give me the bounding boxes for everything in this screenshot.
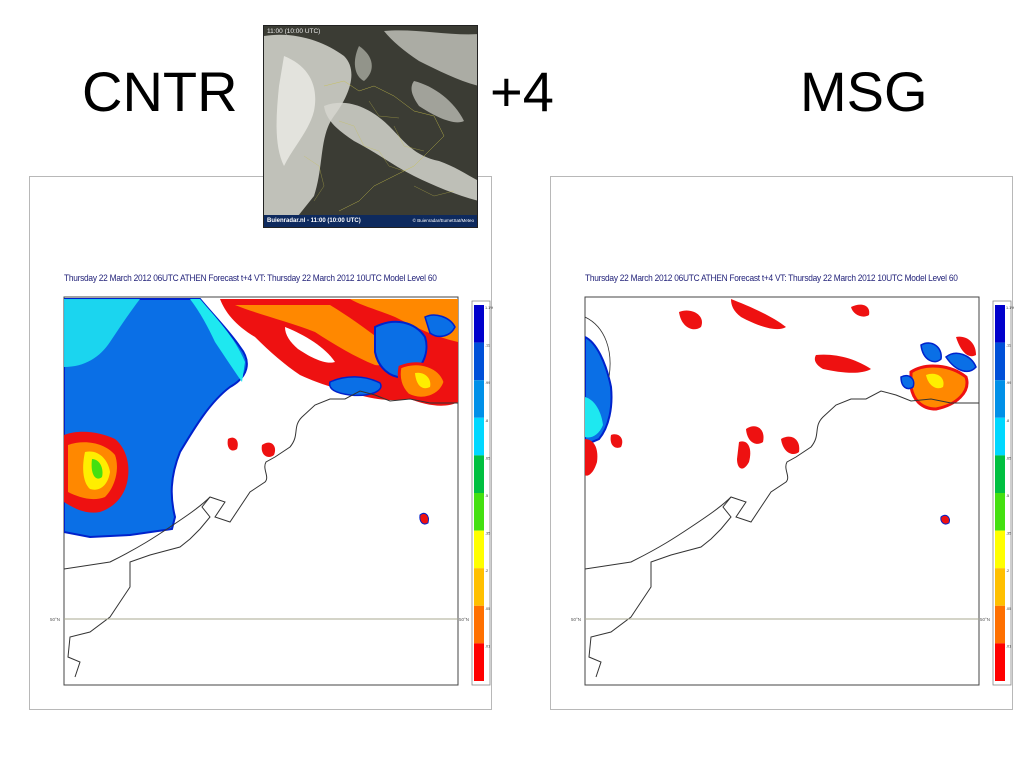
cloud-fraction-patch: [956, 336, 976, 357]
cloud-fraction-patch: [926, 373, 944, 389]
satellite-cloud-image: [264, 26, 477, 227]
colorbar: 1.1% .11 .99 .8 .65 .5 .35 .2 .05 .01: [992, 300, 1014, 686]
cloud-fraction-patch: [91, 459, 103, 479]
cloud-fraction-band: [64, 299, 140, 367]
coastline: [64, 390, 458, 570]
colorbar-segment: [474, 643, 484, 681]
colorbar: 1.1% .11 .99 .8 .65 .5 .35 .2 .05 .01: [471, 300, 493, 686]
cloud-cover-area: [920, 342, 942, 363]
lat-label-left: 50°N: [50, 617, 60, 622]
cloud-fraction-band: [190, 299, 245, 382]
colorbar-label: .11: [1006, 344, 1011, 348]
cntr-forecast-map: 50°N 50°N 1.1% .11 .99 .8 .65 .5 .35 .2 .05 .01: [50, 296, 493, 686]
satellite-timestamp: 11:00 (10:00 UTC): [267, 28, 321, 35]
title-cntr: CNTR: [82, 60, 238, 123]
cloud-fraction-patch: [940, 514, 950, 525]
colorbar-segment: [995, 530, 1005, 569]
cloud-cover-area: [900, 375, 915, 390]
colorbar-label: .05: [1006, 607, 1011, 611]
colorbar-label: .2: [1006, 569, 1009, 573]
colorbar-label: .35: [485, 532, 490, 536]
colorbar-label: .5: [485, 494, 488, 498]
map-frame: [584, 296, 980, 686]
colorbar-segment: [995, 455, 1005, 493]
cloud-fraction-patch: [235, 305, 395, 366]
colorbar-segment: [474, 568, 484, 606]
cntr-forecast-panel: Thursday 22 March 2012 06UTC ATHEN Forec…: [29, 176, 493, 710]
msg-analysis-panel: Thursday 22 March 2012 06UTC ATHEN Forec…: [550, 176, 1014, 710]
colorbar-label: .01: [1006, 644, 1011, 648]
cloud-fraction-patch: [737, 441, 751, 469]
cloud-cover-area: [424, 314, 456, 338]
satellite-footer: Buienradar.nl - 11:00 (10:00 UTC) © Buie…: [264, 215, 477, 227]
colorbar-segment: [474, 380, 484, 418]
lat-label-right: 50°N: [459, 617, 469, 622]
msg-analysis-map: 50°N 50°N 1.1% .11 .99 .8 .65 .5 .35 .2 .05 .01: [571, 296, 1014, 686]
colorbar-label: .01: [485, 644, 490, 648]
lat-label-right: 50°N: [980, 617, 990, 622]
cloud-fraction-patch: [851, 304, 870, 317]
colorbar-segment: [474, 342, 484, 381]
colorbar-label: .8: [1006, 419, 1009, 423]
clear-gap: [285, 327, 335, 363]
cloud-cover-area: [328, 376, 382, 397]
cloud-fraction-band: [585, 397, 603, 438]
colorbar-segment: [474, 417, 484, 456]
colorbar-segment: [995, 568, 1005, 606]
colorbar-segment: [474, 455, 484, 493]
colorbar-label: .99: [485, 381, 490, 385]
coastline: [585, 316, 611, 378]
coastline: [588, 496, 732, 678]
title-lead-time: +4: [490, 60, 554, 123]
colorbar-segment: [474, 305, 484, 343]
colorbar-label: .35: [1006, 532, 1011, 536]
coastline: [67, 496, 211, 678]
cloud-cover-area: [944, 352, 977, 373]
colorbar-label: .05: [485, 607, 490, 611]
cloud-fraction-patch: [814, 354, 871, 373]
title-msg: MSG: [800, 60, 928, 123]
colorbar-segment: [995, 380, 1005, 418]
cloud-fraction-patch: [610, 434, 623, 448]
cloud-fraction-patch: [781, 436, 800, 455]
cloud-fraction-patch: [746, 426, 764, 444]
colorbar-label: .65: [485, 456, 490, 460]
colorbar-segment: [995, 417, 1005, 456]
colorbar-label: 1.1%: [485, 306, 493, 310]
colorbar-segment: [995, 342, 1005, 381]
colorbar-label: .5: [1006, 494, 1009, 498]
colorbar-label: .65: [1006, 456, 1011, 460]
cloud-fraction-patch: [585, 439, 598, 476]
colorbar-label: .99: [1006, 381, 1011, 385]
lat-label-left: 50°N: [571, 617, 581, 622]
cloud-fraction-patch: [679, 310, 702, 330]
satellite-source-label: Buienradar.nl - 11:00 (10:00 UTC): [267, 218, 361, 224]
coastline: [585, 390, 979, 570]
cloud-fraction-patch: [261, 442, 276, 457]
colorbar-label: .8: [485, 419, 488, 423]
cntr-panel-caption: Thursday 22 March 2012 06UTC ATHEN Forec…: [64, 273, 437, 284]
colorbar-segment: [995, 605, 1005, 644]
colorbar-segment: [995, 305, 1005, 343]
colorbar-segment: [474, 605, 484, 644]
cloud-fraction-patch: [731, 299, 786, 330]
msg-panel-caption: Thursday 22 March 2012 06UTC ATHEN Forec…: [585, 273, 958, 284]
satellite-credit-label: © Buienradar/EumetSat/Meteo: [412, 218, 474, 223]
colorbar-label: .11: [485, 344, 490, 348]
cloud-fraction-patch: [415, 372, 431, 389]
colorbar-label: 1.1%: [1006, 306, 1014, 310]
cloud-fraction-patch: [227, 437, 238, 451]
colorbar-label: .2: [485, 569, 488, 573]
satellite-image: 11:00 (10:00 UTC) Buienradar.nl - 11:00 …: [263, 25, 478, 228]
cloud-fraction-patch: [419, 512, 429, 525]
colorbar-segment: [995, 493, 1005, 531]
colorbar-segment: [995, 643, 1005, 681]
colorbar-segment: [474, 530, 484, 569]
colorbar-segment: [474, 493, 484, 531]
